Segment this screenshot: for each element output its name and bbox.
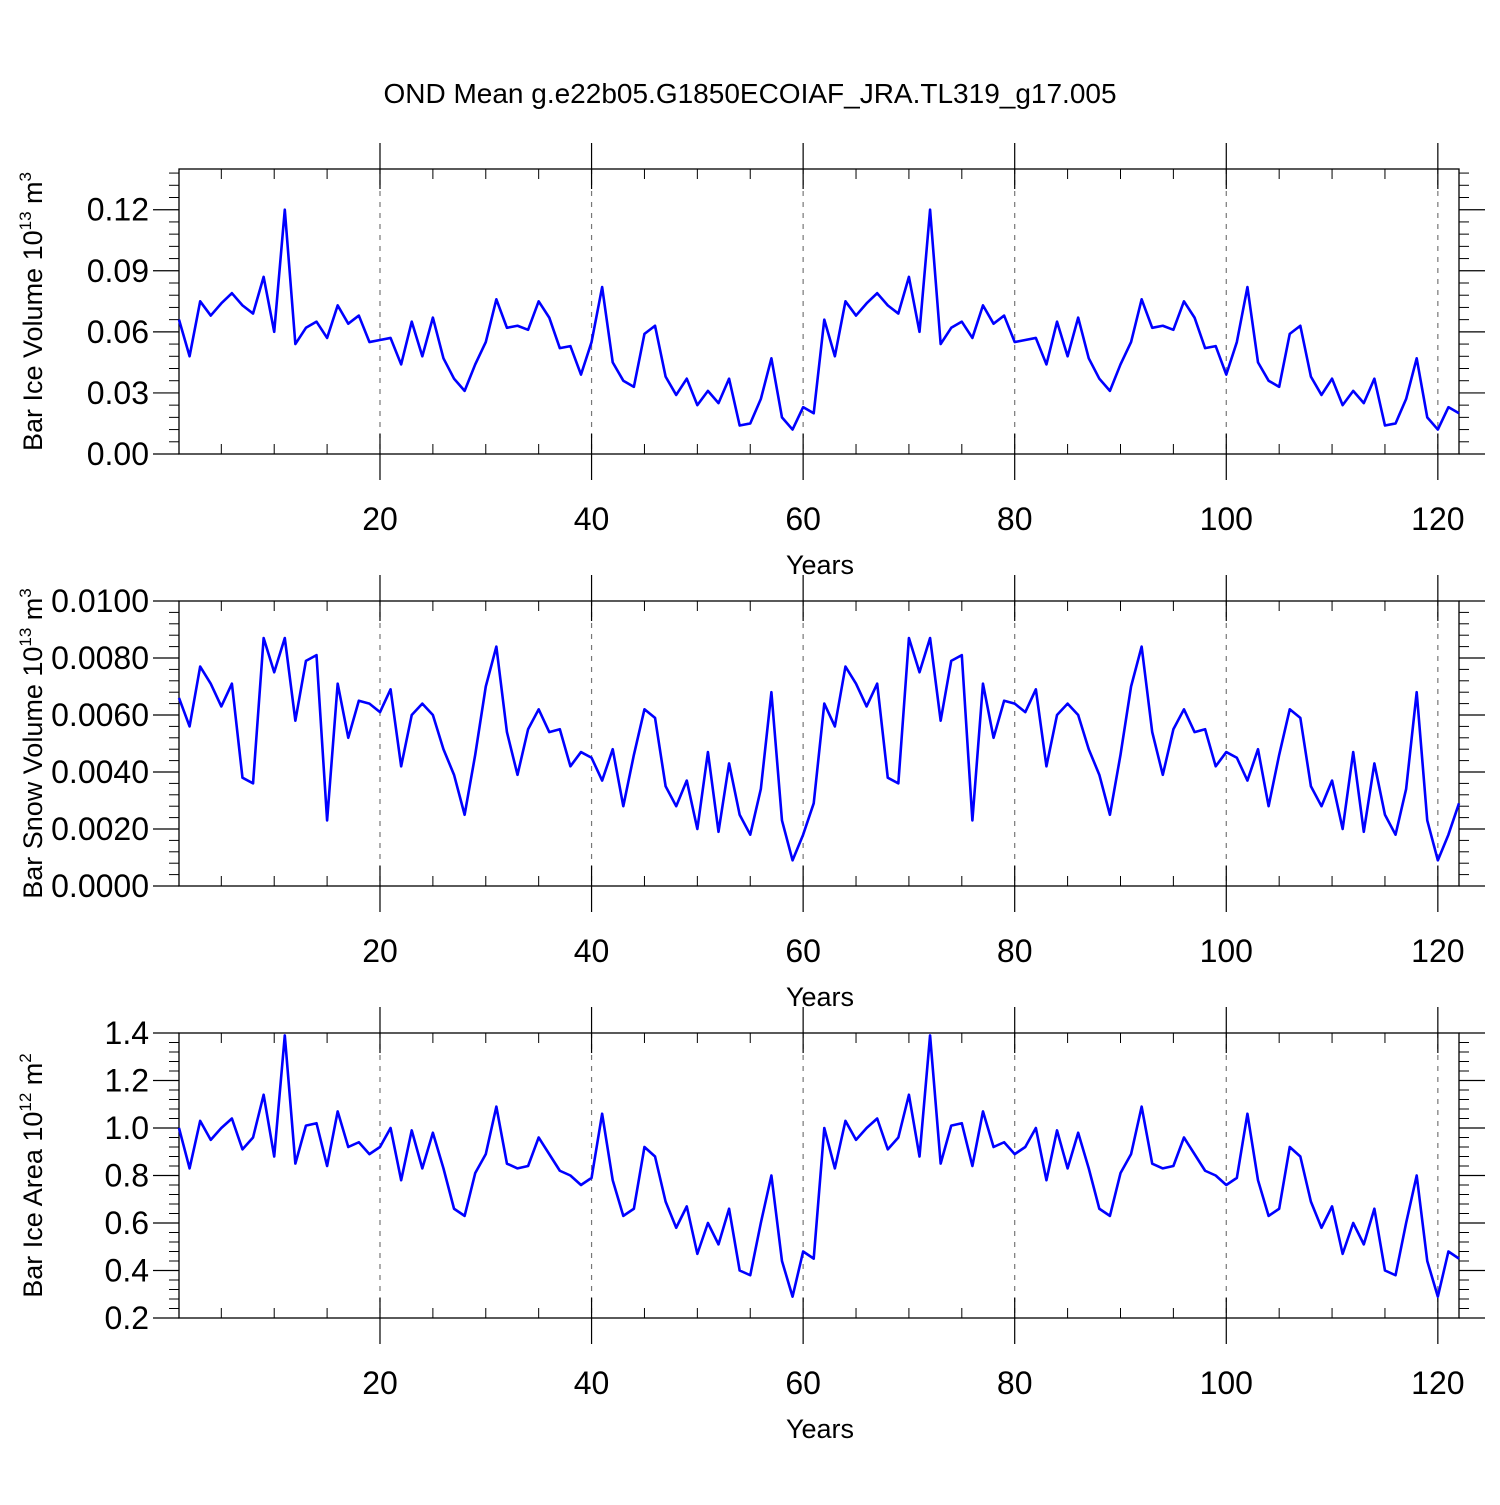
x-tick-label: 80: [997, 501, 1033, 537]
y-tick-label: 1.0: [105, 1110, 149, 1146]
x-tick-label: 20: [362, 1365, 398, 1401]
y-tick-label: 0.8: [105, 1158, 149, 1194]
plot-frame: [178, 168, 1460, 455]
y-axis-label: Bar Ice Volume 1013 m3: [16, 172, 48, 451]
y-tick-label: 1.4: [105, 1015, 149, 1051]
y-tick-label: 0.4: [105, 1253, 149, 1289]
y-tick-label: 1.2: [105, 1063, 149, 1099]
y-tick-label: 0.6: [105, 1205, 149, 1241]
series-line: [177, 208, 1460, 431]
y-tick-label: 0.0020: [51, 811, 149, 847]
figure-title: OND Mean g.e22b05.G1850ECOIAF_JRA.TL319_…: [383, 78, 1117, 109]
series-line: [177, 636, 1461, 862]
x-tick-label: 60: [785, 933, 821, 969]
x-tick-label: 100: [1200, 1365, 1253, 1401]
y-tick-label: 0.12: [87, 192, 149, 228]
x-tick-label: 40: [574, 501, 610, 537]
y-tick-label: 0.00: [87, 436, 149, 472]
x-tick-label: 100: [1200, 933, 1253, 969]
x-tick-label: 120: [1411, 501, 1464, 537]
y-axis-label: Bar Ice Area 1012 m2: [16, 1053, 48, 1298]
y-axis-label: Bar Snow Volume 1013 m3: [16, 588, 48, 899]
y-tick-label: 0.0100: [51, 583, 149, 619]
y-tick-label: 0.2: [105, 1300, 149, 1336]
x-tick-label: 20: [362, 933, 398, 969]
plot-frame: [178, 1032, 1460, 1319]
x-tick-label: 60: [785, 501, 821, 537]
y-tick-label: 0.0040: [51, 754, 149, 790]
x-tick-label: 80: [997, 933, 1033, 969]
x-tick-label: 120: [1411, 1365, 1464, 1401]
y-tick-label: 0.0000: [51, 868, 149, 904]
x-axis-label: Years: [786, 550, 854, 580]
chart-panel-1: 20 40 60 80 100 120 0.00 0.03 0.06 0.09 0.12 Years B…: [16, 143, 1485, 580]
y-tick-label: 0.03: [87, 375, 149, 411]
y-tick-label: 0.09: [87, 253, 149, 289]
x-tick-label: 100: [1200, 501, 1253, 537]
x-axis-label: Years: [786, 982, 854, 1012]
plot-frame: [178, 600, 1460, 887]
x-tick-label: 80: [997, 1365, 1033, 1401]
x-tick-label: 40: [574, 933, 610, 969]
x-axis-label: Years: [786, 1414, 854, 1444]
chart-panel-2: 20 40 60 80 100 120 0.0000 0.0020 0.0040 0.0060 0.…: [16, 575, 1485, 1012]
y-tick-label: 0.0080: [51, 640, 149, 676]
x-tick-label: 120: [1411, 933, 1464, 969]
series-line: [177, 1034, 1460, 1298]
x-tick-label: 40: [574, 1365, 610, 1401]
y-tick-label: 0.06: [87, 314, 149, 350]
chart-panel-3: 20 40 60 80 100 120 0.2 0.4 0.6 0.8 1.0 1.2 1.4 Years…: [16, 1007, 1485, 1444]
x-tick-label: 20: [362, 501, 398, 537]
y-tick-label: 0.0060: [51, 697, 149, 733]
x-tick-label: 60: [785, 1365, 821, 1401]
